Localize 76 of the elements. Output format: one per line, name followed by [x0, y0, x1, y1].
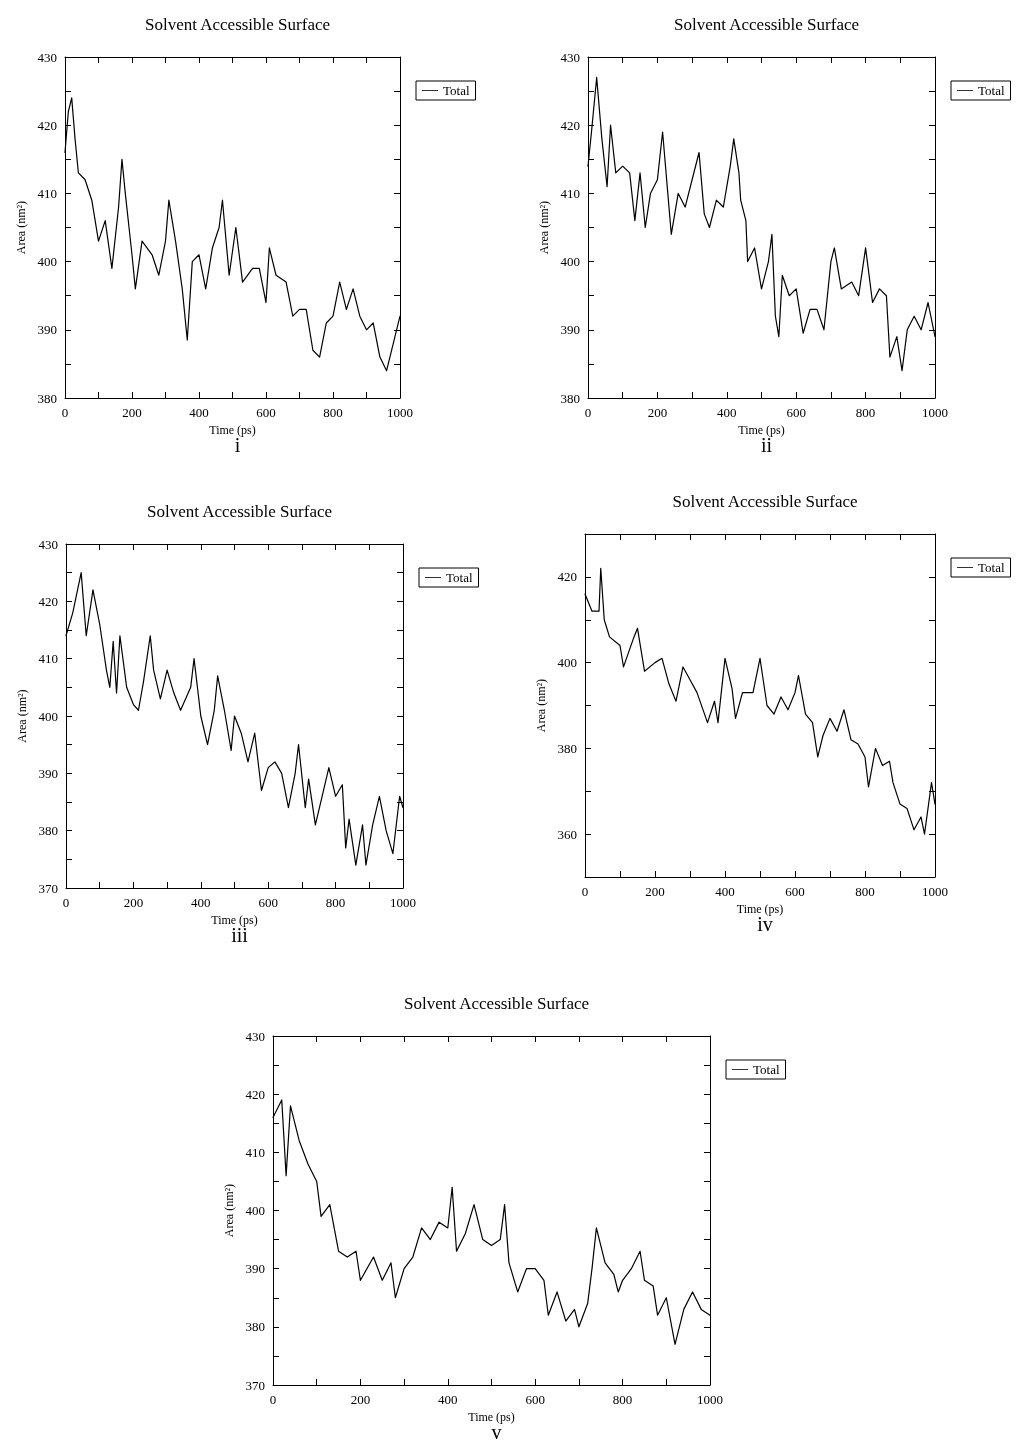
y-tick-label: 430 — [38, 536, 58, 552]
y-tick-label: 380 — [560, 390, 580, 406]
chart-title: Solvent Accessible Surface — [403, 994, 590, 1013]
y-tick-label: 370 — [38, 880, 58, 896]
x-tick-label: 600 — [525, 1392, 545, 1407]
x-tick-label: 400 — [189, 405, 209, 420]
y-axis-title: Area (nm²) — [14, 689, 29, 743]
x-tick-label: 600 — [256, 405, 276, 420]
legend-label: Total — [978, 560, 1005, 575]
x-tick-label: 0 — [581, 884, 589, 899]
y-tick-label: 420 — [38, 593, 58, 609]
x-tick-label: 0 — [584, 405, 592, 420]
legend-label: Total — [446, 570, 473, 585]
legend-label: Total — [978, 83, 1005, 98]
y-tick-label: 380 — [37, 390, 57, 406]
x-tick-label: 200 — [122, 405, 142, 420]
x-tick-label: 1000 — [390, 895, 416, 910]
y-tick-label: 420 — [37, 117, 57, 133]
x-axis-title: Time (ps) — [209, 422, 256, 437]
y-tick-label: 390 — [38, 765, 58, 781]
x-tick-label: 600 — [258, 895, 278, 910]
y-tick-label: 400 — [557, 655, 577, 671]
y-axis-title: Area (nm²) — [536, 200, 551, 255]
y-axis-title: Area (nm²) — [533, 678, 548, 733]
y-axis-title: Area (nm²) — [13, 200, 28, 255]
y-tick-label: 410 — [245, 1144, 265, 1160]
y-tick-label: 370 — [245, 1377, 265, 1393]
y-tick-label: 430 — [245, 1028, 265, 1044]
legend-label: Total — [443, 83, 470, 98]
x-tick-label: 600 — [785, 884, 805, 899]
x-tick-label: 400 — [715, 884, 735, 899]
x-tick-label: 200 — [123, 895, 144, 910]
y-tick-label: 390 — [560, 322, 580, 338]
legend-label: Total — [753, 1062, 780, 1077]
chart-title: Solvent Accessible Surface — [673, 15, 860, 34]
y-tick-label: 390 — [37, 322, 57, 338]
y-tick-label: 360 — [557, 826, 577, 842]
y-tick-label: 430 — [560, 49, 580, 65]
x-tick-label: 800 — [325, 895, 346, 910]
y-tick-label: 400 — [38, 708, 58, 724]
x-tick-label: 0 — [62, 895, 70, 910]
y-tick-label: 410 — [38, 651, 58, 667]
chart-title: Solvent Accessible Surface — [672, 492, 858, 511]
x-tick-label: 0 — [61, 405, 69, 420]
x-tick-label: 800 — [323, 405, 343, 420]
y-tick-label: 410 — [37, 185, 57, 201]
x-tick-label: 200 — [350, 1392, 371, 1407]
chart-title: Solvent Accessible Surface — [144, 15, 331, 34]
y-tick-label: 400 — [245, 1203, 265, 1218]
y-tick-label: 420 — [245, 1086, 265, 1102]
chart-title: Solvent Accessible Surface — [146, 502, 333, 521]
y-tick-label: 380 — [245, 1319, 265, 1335]
y-axis-title: Area (nm²) — [221, 1183, 236, 1238]
x-tick-label: 1000 — [922, 884, 948, 899]
x-tick-label: 1000 — [697, 1392, 723, 1407]
y-tick-label: 410 — [560, 185, 580, 201]
y-tick-label: 400 — [37, 254, 57, 270]
x-tick-label: 800 — [612, 1392, 633, 1407]
x-tick-label: 1000 — [387, 405, 413, 420]
y-tick-label: 420 — [560, 117, 580, 133]
x-tick-label: 1000 — [922, 405, 948, 420]
y-tick-label: 400 — [560, 254, 580, 270]
x-tick-label: 400 — [438, 1392, 458, 1407]
y-tick-label: 380 — [38, 823, 58, 839]
y-tick-label: 420 — [557, 569, 577, 585]
x-tick-label: 400 — [717, 405, 737, 420]
y-tick-label: 380 — [557, 740, 577, 756]
x-tick-label: 800 — [855, 405, 876, 420]
x-tick-label: 400 — [191, 895, 211, 910]
y-tick-label: 430 — [37, 49, 57, 65]
x-tick-label: 0 — [269, 1392, 277, 1407]
x-tick-label: 600 — [786, 405, 806, 420]
x-tick-label: 800 — [855, 884, 875, 899]
y-tick-label: 390 — [245, 1261, 265, 1277]
x-tick-label: 200 — [645, 884, 665, 899]
x-tick-label: 200 — [647, 405, 668, 420]
